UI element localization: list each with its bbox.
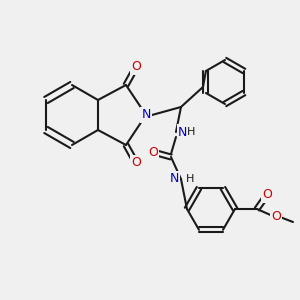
Text: H: H (186, 174, 194, 184)
Text: O: O (271, 211, 281, 224)
Text: N: N (169, 172, 179, 185)
Text: N: N (178, 125, 188, 139)
Text: H: H (187, 127, 195, 137)
Text: O: O (262, 188, 272, 202)
Text: O: O (148, 146, 158, 158)
Text: N: N (141, 109, 151, 122)
Text: O: O (131, 157, 141, 169)
Text: O: O (131, 61, 141, 74)
